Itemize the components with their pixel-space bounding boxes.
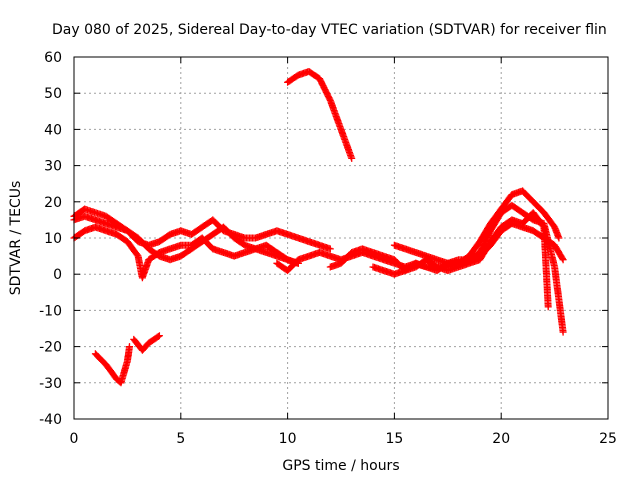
series-arc-2 [70,223,302,282]
data-point [348,154,356,162]
data-series [70,68,567,387]
data-point [326,245,334,253]
data-point [154,333,162,340]
series-arc-6 [284,68,356,162]
y-tick-label: 50 [44,86,62,102]
y-tick-label: 10 [44,231,62,247]
y-tick-label: -40 [39,412,62,428]
y-tick-label: 0 [53,267,62,283]
chart-title: Day 080 of 2025, Sidereal Day-to-day VTE… [52,22,607,38]
y-tick-label: 60 [44,50,62,66]
y-tick-label: 40 [44,122,62,138]
x-tick-label: 15 [385,431,403,447]
y-tick-label: 30 [44,159,62,175]
y-tick-label: -20 [39,340,62,356]
data-point [555,234,563,242]
series-arc-10 [390,220,567,267]
data-point [559,256,567,264]
axis-ticks: 0 5 10 15 20 25 -40 -30 -20 -10 0 10 20 30 40 50 60 [39,50,617,447]
x-tick-label: 25 [599,431,617,447]
grid [74,57,608,419]
x-tick-label: 0 [70,431,79,447]
y-axis-label: SDTVAR / TECUs [8,181,24,296]
series-arc-9 [369,201,567,336]
series-arc-3 [70,212,302,267]
y-tick-label: -30 [39,376,62,392]
data-point [558,254,566,262]
data-point [544,303,552,311]
x-tick-label: 20 [492,431,510,447]
x-tick-label: 10 [279,431,297,447]
y-tick-label: -10 [39,303,62,319]
y-tick-label: 20 [44,195,62,211]
series-arc-4 [91,343,133,387]
data-point [126,343,133,351]
x-tick-label: 5 [176,431,185,447]
x-axis-label: GPS time / hours [282,458,399,474]
data-point [155,332,163,340]
series-arc-5 [130,332,163,354]
data-point [559,328,567,336]
